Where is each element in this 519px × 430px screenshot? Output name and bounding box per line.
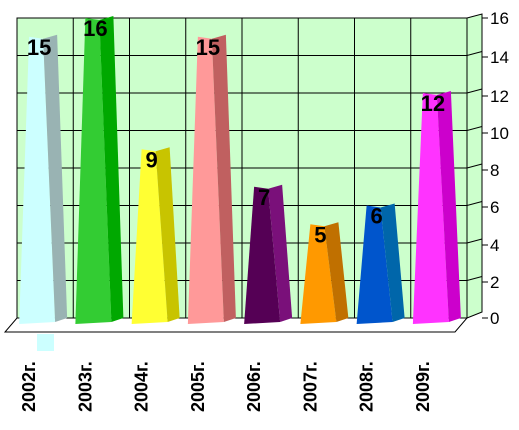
category-label: 2006г.	[244, 361, 264, 412]
y-tick-label: 16	[490, 9, 509, 28]
data-label: 7	[258, 185, 270, 210]
y-tick-label: 2	[490, 273, 499, 292]
data-label: 9	[146, 147, 158, 172]
y-tick-label: 14	[490, 48, 509, 67]
bar-side-face	[268, 184, 293, 322]
category-label: 2002г.	[19, 361, 39, 412]
gridline-side	[466, 238, 483, 244]
bar-front-face	[131, 149, 168, 324]
y-tick-label: 12	[490, 87, 509, 106]
bar-front-face	[75, 18, 112, 324]
bar-side-face	[436, 91, 461, 322]
category-label: 2004г.	[132, 361, 152, 412]
gridline-side	[466, 163, 483, 169]
bar-side-face	[324, 222, 349, 322]
bar-front-face	[19, 36, 56, 324]
gridline-side	[466, 201, 483, 206]
category-label: 2003г.	[75, 361, 95, 412]
data-label: 6	[371, 204, 383, 229]
bar-front-face	[300, 224, 337, 324]
category-label: 2005г.	[188, 361, 208, 412]
data-label: 15	[27, 35, 51, 60]
y-tick-label: 10	[490, 124, 509, 143]
bar-side-face	[155, 147, 180, 322]
gridline-side	[466, 51, 483, 56]
bar-front-face	[244, 186, 281, 324]
gridline-side	[466, 276, 483, 281]
bar-front-face	[187, 36, 224, 324]
legend-key-marker	[37, 334, 54, 351]
bar-front-face	[412, 93, 449, 324]
data-label: 16	[83, 16, 107, 41]
gridline-side	[466, 88, 483, 94]
bar-side-face	[380, 203, 405, 322]
data-label: 12	[421, 91, 445, 116]
gridline-side	[466, 126, 483, 131]
category-label: 2007г.	[300, 361, 320, 412]
bar-front-face	[356, 205, 393, 324]
bar-side-face	[99, 16, 124, 322]
y-tick-label: 8	[490, 161, 499, 180]
category-label: 2009г.	[413, 361, 433, 412]
y-tick-label: 0	[490, 309, 499, 328]
data-label: 5	[314, 222, 326, 247]
y-tick-label: 4	[490, 236, 499, 255]
y-tick-label: 6	[490, 198, 499, 217]
bar-side-face	[43, 34, 68, 322]
category-label: 2008г.	[357, 361, 377, 412]
bar-side-face	[211, 34, 236, 322]
data-label: 15	[196, 35, 220, 60]
